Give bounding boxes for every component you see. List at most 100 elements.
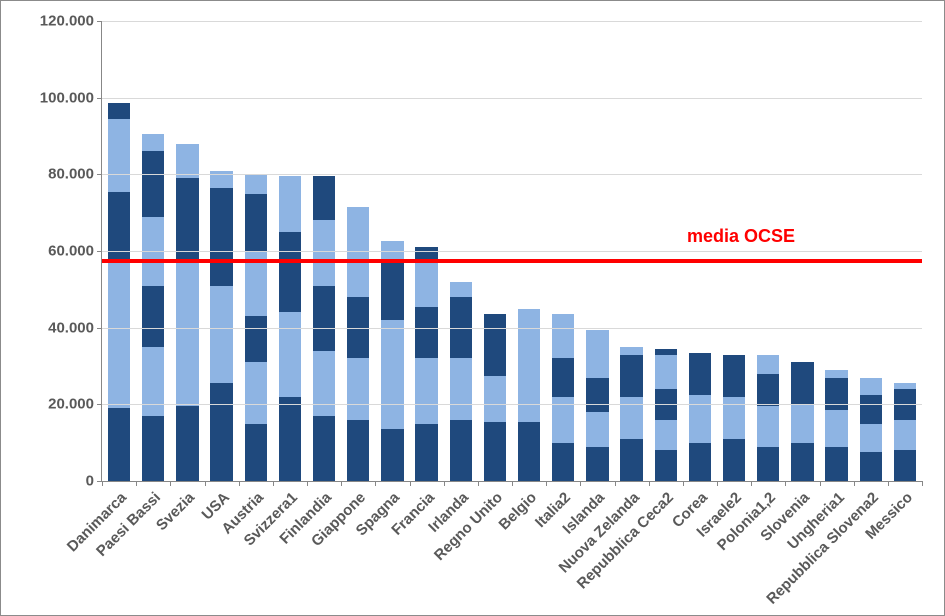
x-tick — [854, 481, 855, 486]
bar-segment — [210, 188, 232, 286]
bar-segment — [415, 247, 437, 259]
x-tick — [239, 481, 240, 486]
x-tick — [205, 481, 206, 486]
gridline — [102, 21, 922, 22]
bar-segment — [108, 103, 130, 118]
bar-segment — [586, 378, 608, 413]
bar-segment — [689, 443, 711, 481]
bar-segment — [552, 314, 574, 358]
bar-segment — [518, 422, 540, 481]
x-tick — [546, 481, 547, 486]
x-tick — [273, 481, 274, 486]
bar-segment — [450, 420, 472, 481]
bar-segment — [655, 349, 677, 355]
bar-segment — [142, 134, 164, 151]
bar-segment — [620, 397, 642, 439]
bar-segment — [484, 422, 506, 481]
y-axis-label: 120.000 — [14, 13, 94, 30]
y-tick — [97, 98, 102, 99]
bar-segment — [108, 263, 130, 409]
reference-line-label: media OCSE — [687, 226, 795, 247]
bar-segment — [586, 330, 608, 378]
bar-segment — [176, 144, 198, 179]
bar-segment — [279, 397, 301, 481]
bar-segment — [825, 447, 847, 482]
bar-segment — [484, 314, 506, 375]
x-tick — [649, 481, 650, 486]
bar-segment — [245, 174, 267, 193]
x-tick — [512, 481, 513, 486]
gridline — [102, 328, 922, 329]
bar-segment — [245, 362, 267, 423]
bar-segment — [860, 395, 882, 424]
x-tick — [717, 481, 718, 486]
bar-segment — [655, 420, 677, 451]
x-tick — [102, 481, 103, 486]
bar-segment — [313, 416, 335, 481]
bar-segment — [894, 450, 916, 481]
gridline — [102, 174, 922, 175]
x-tick — [922, 481, 923, 486]
bar-segment — [825, 410, 847, 446]
bar-segment — [210, 171, 232, 188]
bar-segment — [860, 378, 882, 395]
bar-segment — [552, 443, 574, 481]
x-axis-label: Belgio — [496, 489, 540, 533]
y-tick — [97, 328, 102, 329]
x-tick — [478, 481, 479, 486]
bar-segment — [381, 429, 403, 481]
bar-segment — [484, 376, 506, 422]
plot-area: media OCSE — [101, 21, 922, 482]
x-tick — [820, 481, 821, 486]
bar-segment — [108, 119, 130, 192]
x-tick — [341, 481, 342, 486]
x-tick — [751, 481, 752, 486]
bar-segment — [210, 286, 232, 384]
bar-segment — [415, 424, 437, 482]
bar-segment — [142, 286, 164, 347]
bar-segment — [176, 261, 198, 407]
bar-segment — [860, 424, 882, 453]
bar-segment — [620, 439, 642, 481]
x-axis-label: Svezia — [153, 489, 198, 534]
chart-container: media OCSE 020.00040.00060.00080.000100.… — [0, 0, 945, 616]
gridline — [102, 251, 922, 252]
bar-segment — [313, 220, 335, 285]
y-tick — [97, 404, 102, 405]
bar-segment — [791, 362, 813, 404]
bar-segment — [655, 355, 677, 390]
bar-segment — [757, 374, 779, 407]
bar-segment — [245, 316, 267, 362]
x-tick — [785, 481, 786, 486]
bar-segment — [586, 412, 608, 447]
bar-segment — [757, 355, 779, 374]
bar-segment — [245, 194, 267, 252]
gridline — [102, 98, 922, 99]
bar-segment — [689, 353, 711, 395]
x-tick — [170, 481, 171, 486]
x-tick — [888, 481, 889, 486]
bar-segment — [142, 416, 164, 481]
x-tick — [410, 481, 411, 486]
bar-segment — [176, 406, 198, 481]
bar-segment — [142, 347, 164, 416]
bar-segment — [176, 178, 198, 260]
bar-segment — [245, 424, 267, 482]
y-tick — [97, 174, 102, 175]
bar-segment — [723, 439, 745, 481]
bar-segment — [723, 397, 745, 439]
bar-segment — [825, 370, 847, 378]
bar-segment — [791, 443, 813, 481]
bar-segment — [552, 358, 574, 396]
bar-segment — [620, 347, 642, 355]
bar-segment — [381, 320, 403, 429]
y-axis-label: 80.000 — [14, 166, 94, 183]
bar-segment — [415, 307, 437, 359]
bar-segment — [894, 420, 916, 451]
bar-segment — [689, 395, 711, 443]
bar-segment — [791, 404, 813, 442]
x-tick — [615, 481, 616, 486]
bar-segment — [279, 176, 301, 232]
x-tick — [136, 481, 137, 486]
bar-segment — [860, 452, 882, 481]
